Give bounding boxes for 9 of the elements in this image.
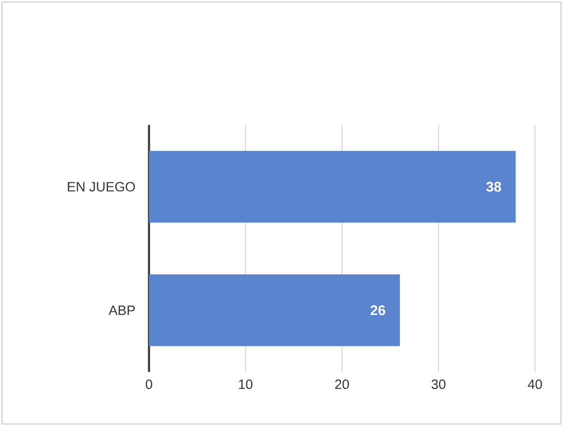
- y-tick-label: EN JUEGO: [68, 182, 135, 192]
- x-tick-label: 10: [239, 380, 252, 390]
- y-tick-label: ABP: [108, 306, 135, 315]
- x-tick-label: 0: [146, 380, 152, 390]
- data-label: 26: [370, 305, 386, 316]
- x-tick-label: 20: [335, 380, 349, 390]
- x-tick-label: 30: [432, 380, 446, 390]
- x-tick-label: 40: [528, 380, 542, 390]
- data-label: 38: [486, 182, 502, 192]
